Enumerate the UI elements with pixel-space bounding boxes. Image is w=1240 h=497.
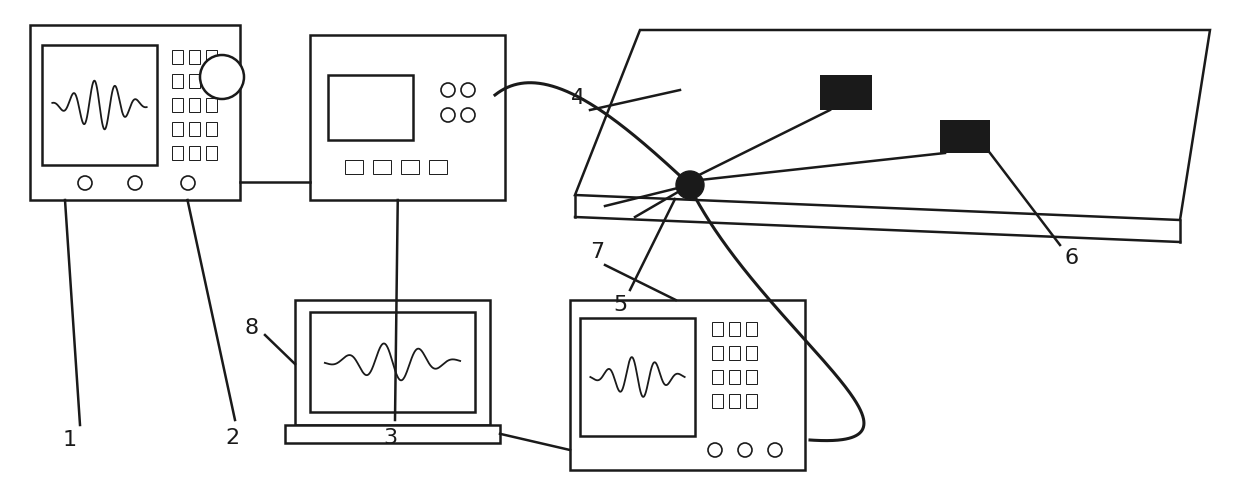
- Text: 2: 2: [224, 428, 239, 448]
- Circle shape: [461, 108, 475, 122]
- Circle shape: [441, 108, 455, 122]
- Bar: [712, 370, 723, 384]
- Bar: [295, 300, 490, 425]
- Bar: [373, 160, 391, 174]
- Bar: [30, 25, 241, 200]
- Circle shape: [708, 443, 722, 457]
- Circle shape: [200, 55, 244, 99]
- Bar: [712, 346, 723, 360]
- Text: 8: 8: [246, 318, 259, 338]
- Bar: [729, 370, 740, 384]
- Bar: [310, 312, 475, 412]
- Bar: [712, 394, 723, 408]
- Bar: [580, 318, 694, 436]
- Circle shape: [181, 176, 195, 190]
- Bar: [285, 425, 500, 443]
- Circle shape: [768, 443, 782, 457]
- Bar: [746, 370, 756, 384]
- Text: 4: 4: [570, 88, 585, 108]
- Text: 1: 1: [63, 430, 77, 450]
- Text: 6: 6: [1065, 248, 1079, 268]
- Bar: [172, 122, 184, 136]
- Bar: [712, 322, 723, 336]
- Bar: [172, 50, 184, 64]
- Bar: [940, 120, 990, 153]
- Bar: [429, 160, 446, 174]
- Bar: [206, 74, 217, 88]
- Circle shape: [676, 171, 704, 199]
- Bar: [172, 98, 184, 112]
- Bar: [570, 300, 805, 470]
- Bar: [42, 45, 157, 165]
- Bar: [746, 346, 756, 360]
- Bar: [729, 394, 740, 408]
- Bar: [188, 146, 200, 160]
- Bar: [746, 394, 756, 408]
- Bar: [729, 346, 740, 360]
- Bar: [729, 322, 740, 336]
- Bar: [206, 146, 217, 160]
- Text: 3: 3: [383, 428, 397, 448]
- Bar: [172, 146, 184, 160]
- Circle shape: [461, 83, 475, 97]
- Bar: [206, 122, 217, 136]
- Bar: [310, 35, 505, 200]
- Bar: [188, 50, 200, 64]
- Bar: [401, 160, 419, 174]
- Bar: [820, 75, 872, 110]
- Bar: [172, 74, 184, 88]
- Circle shape: [128, 176, 143, 190]
- Bar: [329, 75, 413, 140]
- Polygon shape: [575, 30, 1210, 220]
- Text: 7: 7: [590, 242, 604, 262]
- Text: 5: 5: [613, 295, 627, 315]
- Bar: [188, 98, 200, 112]
- Circle shape: [441, 83, 455, 97]
- Circle shape: [78, 176, 92, 190]
- Bar: [746, 322, 756, 336]
- Bar: [188, 122, 200, 136]
- Bar: [206, 50, 217, 64]
- Bar: [345, 160, 363, 174]
- Circle shape: [738, 443, 751, 457]
- Bar: [206, 98, 217, 112]
- Bar: [188, 74, 200, 88]
